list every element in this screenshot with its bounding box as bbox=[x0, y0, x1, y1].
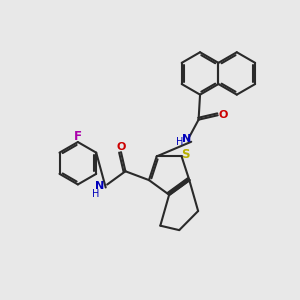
Text: H: H bbox=[176, 137, 184, 147]
Text: N: N bbox=[95, 181, 104, 191]
Text: F: F bbox=[74, 130, 82, 143]
Text: H: H bbox=[92, 189, 99, 199]
Text: N: N bbox=[182, 134, 191, 144]
Text: O: O bbox=[116, 142, 126, 152]
Text: O: O bbox=[218, 110, 228, 120]
Text: S: S bbox=[182, 148, 190, 161]
